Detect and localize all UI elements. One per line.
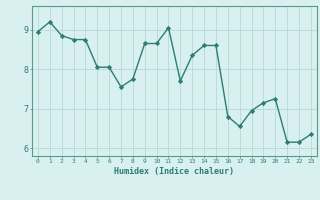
X-axis label: Humidex (Indice chaleur): Humidex (Indice chaleur) [115,167,234,176]
